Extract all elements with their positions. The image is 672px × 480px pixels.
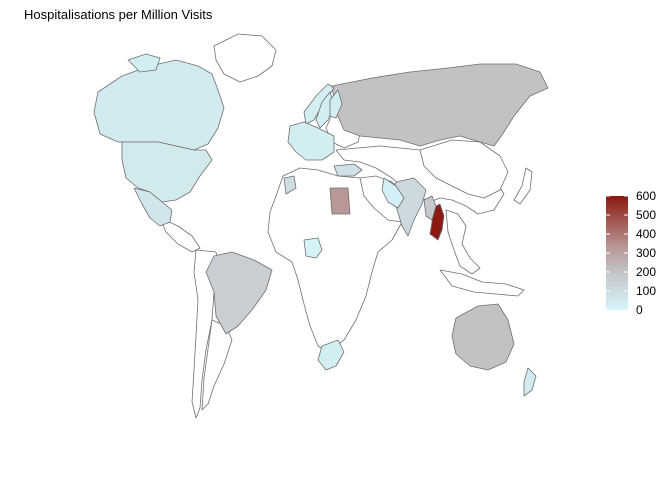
legend-tick-label: 0 xyxy=(636,303,643,317)
country-myanmar xyxy=(423,195,437,221)
country-mexico xyxy=(133,187,173,227)
country-indonesia xyxy=(439,269,525,297)
country-alaska-greenland-north xyxy=(213,33,277,83)
map-title: Hospitalisations per Million Visits xyxy=(24,7,213,22)
country-usa xyxy=(121,141,213,203)
country-china xyxy=(419,139,509,199)
country-nigeria xyxy=(303,237,323,259)
country-finland xyxy=(329,89,343,119)
country-russia xyxy=(331,63,549,147)
legend: 0 100 200 300 400 500 600 xyxy=(606,189,656,317)
country-australia xyxy=(451,303,515,371)
country-southeast-asia xyxy=(445,209,481,275)
country-greenland xyxy=(127,53,161,73)
country-egypt xyxy=(329,187,351,215)
country-new-zealand xyxy=(523,367,537,397)
country-japan xyxy=(513,167,533,205)
country-brazil xyxy=(205,251,273,335)
legend-tick-label: 200 xyxy=(636,265,656,279)
country-turkey xyxy=(333,163,363,177)
country-saudi-arabia xyxy=(381,177,405,209)
legend-tick-label: 300 xyxy=(636,246,656,260)
country-south-africa xyxy=(317,339,345,371)
legend-tick-label: 600 xyxy=(636,189,656,203)
legend-tick-label: 400 xyxy=(636,227,656,241)
legend-tick-label: 100 xyxy=(636,284,656,298)
country-morocco xyxy=(283,175,297,195)
country-canada xyxy=(93,59,225,151)
legend-tick-label: 500 xyxy=(636,208,656,222)
country-western-europe xyxy=(287,121,335,161)
legend-colorbar xyxy=(606,196,628,310)
